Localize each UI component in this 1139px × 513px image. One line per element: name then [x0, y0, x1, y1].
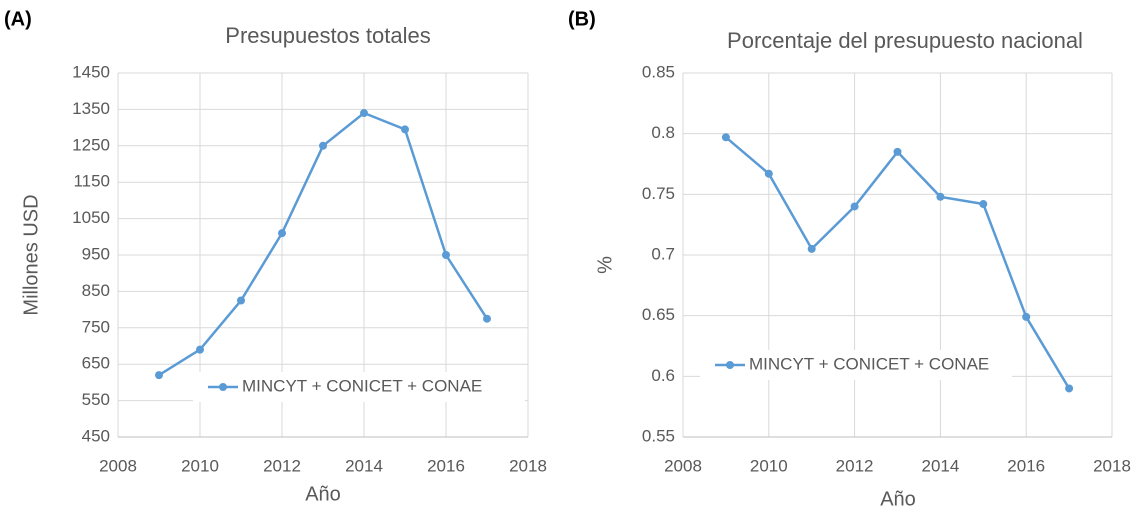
x-tick-label: 2016: [1007, 456, 1045, 475]
y-tick-label: 1350: [72, 99, 110, 118]
data-point: [237, 296, 245, 305]
data-point: [721, 133, 730, 142]
data-line: [158, 111, 489, 377]
y-tick-label: 1250: [72, 135, 110, 154]
y-axis-label: Millones USD: [20, 194, 42, 315]
data-point: [360, 109, 368, 118]
x-tick-label: 2008: [99, 456, 137, 475]
y-tick-label: 0.8: [651, 123, 675, 142]
x-tick-label: 2018: [1093, 456, 1131, 475]
legend-marker: [219, 383, 227, 391]
y-tick-label: 550: [82, 390, 110, 409]
y-tick-label: 750: [82, 317, 110, 336]
y-tick-label: 0.7: [651, 244, 675, 263]
chart-title: Presupuestos totales: [225, 23, 430, 48]
panel-label: (A): [4, 8, 32, 30]
data-point: [1065, 384, 1074, 393]
x-tick-label: 2012: [263, 456, 301, 475]
y-axis-label: %: [594, 256, 616, 274]
data-point: [807, 244, 816, 253]
data-point: [319, 141, 327, 150]
data-point: [764, 169, 773, 178]
x-tick-label: 2008: [664, 456, 702, 475]
data-point: [401, 125, 409, 134]
legend-label: MINCYT + CONICET + CONAE: [749, 354, 989, 373]
data-point: [893, 147, 902, 156]
x-tick-label: 2012: [836, 456, 874, 475]
data-point: [483, 314, 491, 323]
y-tick-label: 0.65: [642, 305, 675, 324]
data-point: [979, 200, 988, 209]
y-tick-label: 1050: [72, 208, 110, 227]
data-point: [442, 251, 450, 259]
x-tick-label: 2014: [345, 456, 383, 475]
y-tick-label: 950: [82, 244, 110, 263]
panel-label: (B): [568, 8, 596, 30]
legend-box: [700, 350, 1012, 380]
y-tick-label: 0.55: [642, 426, 675, 445]
legend-label: MINCYT + CONICET + CONAE: [242, 376, 482, 395]
x-tick-label: 2016: [427, 456, 465, 475]
y-tick-label: 650: [82, 354, 110, 373]
y-tick-label: 450: [82, 426, 110, 445]
data-point: [278, 229, 286, 238]
y-tick-label: 850: [82, 281, 110, 300]
legend-marker: [726, 361, 734, 369]
data-point: [850, 202, 859, 211]
x-tick-label: 2014: [921, 456, 959, 475]
x-tick-label: 2018: [509, 456, 547, 475]
y-tick-label: 1150: [73, 172, 110, 191]
y-tick-label: 1450: [72, 62, 110, 81]
y-tick-label: 0.6: [651, 366, 675, 385]
x-tick-label: 2010: [750, 456, 788, 475]
data-point: [155, 371, 163, 380]
x-tick-label: 2010: [181, 456, 219, 475]
y-tick-label: 0.75: [642, 184, 675, 203]
x-axis-label: Año: [880, 488, 916, 510]
data-point: [196, 345, 204, 354]
legend-box: [193, 372, 525, 402]
data-point: [1022, 312, 1031, 321]
x-axis-label: Año: [305, 483, 341, 505]
chart-title: Porcentaje del presupuesto nacional: [727, 28, 1083, 53]
y-tick-label: 0.85: [642, 62, 675, 81]
data-point: [936, 192, 945, 201]
